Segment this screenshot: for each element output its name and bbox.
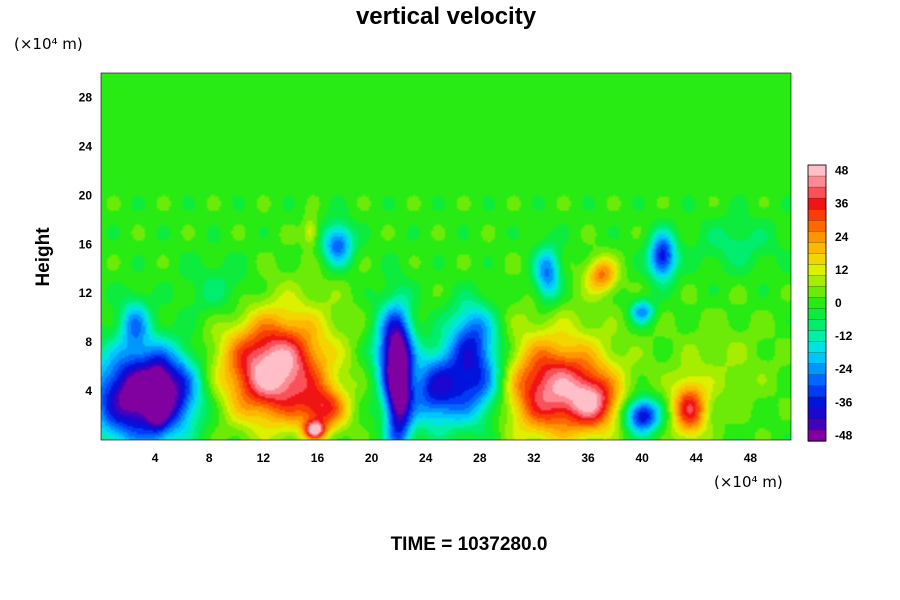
y-tick-label: 16 (79, 237, 93, 251)
x-tick-label: 28 (473, 451, 487, 465)
y-axis-label: Height (33, 227, 54, 287)
colorbar-band (807, 330, 827, 343)
x-tick-label: 16 (311, 451, 325, 465)
time-label: TIME = 1037280.0 (391, 534, 548, 555)
colorbar-band (807, 231, 827, 243)
colorbar-band (807, 363, 827, 376)
colorbar-band (807, 374, 827, 387)
colorbar-band (807, 297, 827, 310)
y-tick-label: 28 (79, 90, 93, 104)
x-tick-label: 40 (635, 451, 649, 465)
heatmap-image (101, 73, 791, 440)
y-tick-label: 12 (79, 286, 93, 300)
heatmap-field (101, 73, 791, 440)
colorbar-band (807, 286, 827, 299)
colorbar-tick-label: 36 (835, 197, 849, 211)
colorbar-band (807, 253, 827, 266)
y-unit-label: (×10⁴ m) (14, 35, 83, 53)
colorbar-tick-label: -24 (835, 362, 853, 376)
colorbar-band (807, 264, 827, 277)
colorbar-bands (807, 164, 827, 442)
colorbar-band (807, 186, 827, 199)
plot-frame (100, 72, 792, 441)
x-tick-label: 32 (527, 451, 541, 465)
colorbar-frame (807, 164, 827, 442)
colorbar-band (807, 319, 827, 332)
x-tick-label: 12 (257, 451, 271, 465)
x-tick-labels: 4 8 12 16 20 24 28 32 36 40 44 48 (152, 451, 758, 465)
x-tick-label: 44 (690, 451, 704, 465)
y-tick-labels: 4 8 12 16 20 24 28 (79, 90, 93, 398)
colorbar-tick-label: 12 (835, 263, 849, 277)
colorbar-band (807, 396, 827, 409)
colorbar-tick-labels: 48 36 24 12 0 -12 -24 -36 -48 (835, 164, 853, 443)
colorbar-tick-label: -36 (835, 395, 853, 409)
colorbar-tick-label: -48 (835, 428, 853, 442)
y-tick-label: 24 (79, 139, 93, 153)
colorbar-band (807, 429, 827, 442)
x-tick-label: 20 (365, 451, 379, 465)
x-tick-label: 24 (419, 451, 433, 465)
colorbar-band (807, 308, 827, 321)
y-tick-label: 8 (85, 335, 92, 349)
x-tick-label: 36 (581, 451, 595, 465)
chart-title: vertical velocity (356, 3, 537, 30)
colorbar-band (807, 385, 827, 398)
colorbar: 48 36 24 12 0 -12 -24 -36 -48 (807, 164, 853, 443)
colorbar-band (807, 220, 827, 232)
colorbar-band (807, 197, 827, 210)
y-tick-label: 20 (79, 188, 93, 202)
colorbar-tick-label: 24 (835, 230, 849, 244)
colorbar-tick-label: 48 (835, 164, 849, 178)
colorbar-tick-label: 0 (835, 296, 842, 310)
colorbar-band (807, 418, 827, 431)
colorbar-band (807, 164, 827, 177)
colorbar-band (807, 209, 827, 221)
colorbar-tick-label: -12 (835, 329, 853, 343)
x-tick-label: 8 (206, 451, 213, 465)
x-unit-label: (×10⁴ m) (714, 473, 783, 491)
colorbar-band (807, 275, 827, 288)
x-tick-label: 4 (152, 451, 159, 465)
colorbar-band (807, 352, 827, 365)
colorbar-band (807, 242, 827, 254)
y-tick-label: 4 (85, 384, 92, 398)
colorbar-band (807, 175, 827, 188)
colorbar-band (807, 341, 827, 354)
colorbar-band (807, 407, 827, 420)
x-tick-label: 48 (744, 451, 758, 465)
